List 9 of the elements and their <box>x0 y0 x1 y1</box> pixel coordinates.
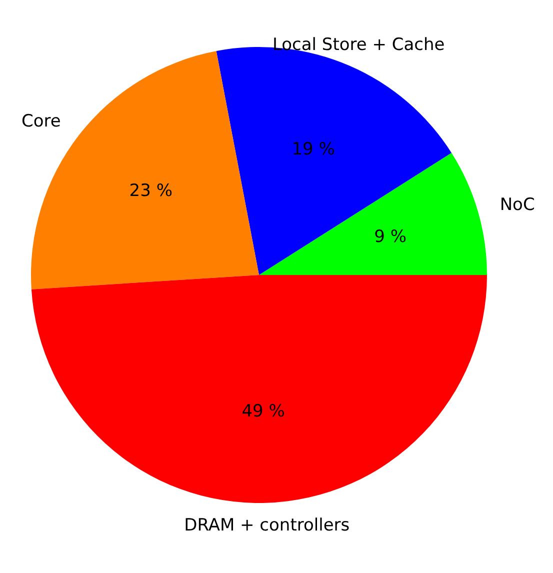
data-label: 49 % <box>242 402 285 422</box>
slice-label: Local Store + Cache <box>272 34 445 55</box>
pie-slice <box>31 275 487 503</box>
data-label: 19 % <box>292 139 335 160</box>
slice-label: Core <box>21 111 61 132</box>
data-label: 9 % <box>374 226 407 247</box>
data-label: 23 % <box>129 181 173 202</box>
slice-label: DRAM + controllers <box>184 516 350 536</box>
slice-label: NoC <box>500 195 535 216</box>
